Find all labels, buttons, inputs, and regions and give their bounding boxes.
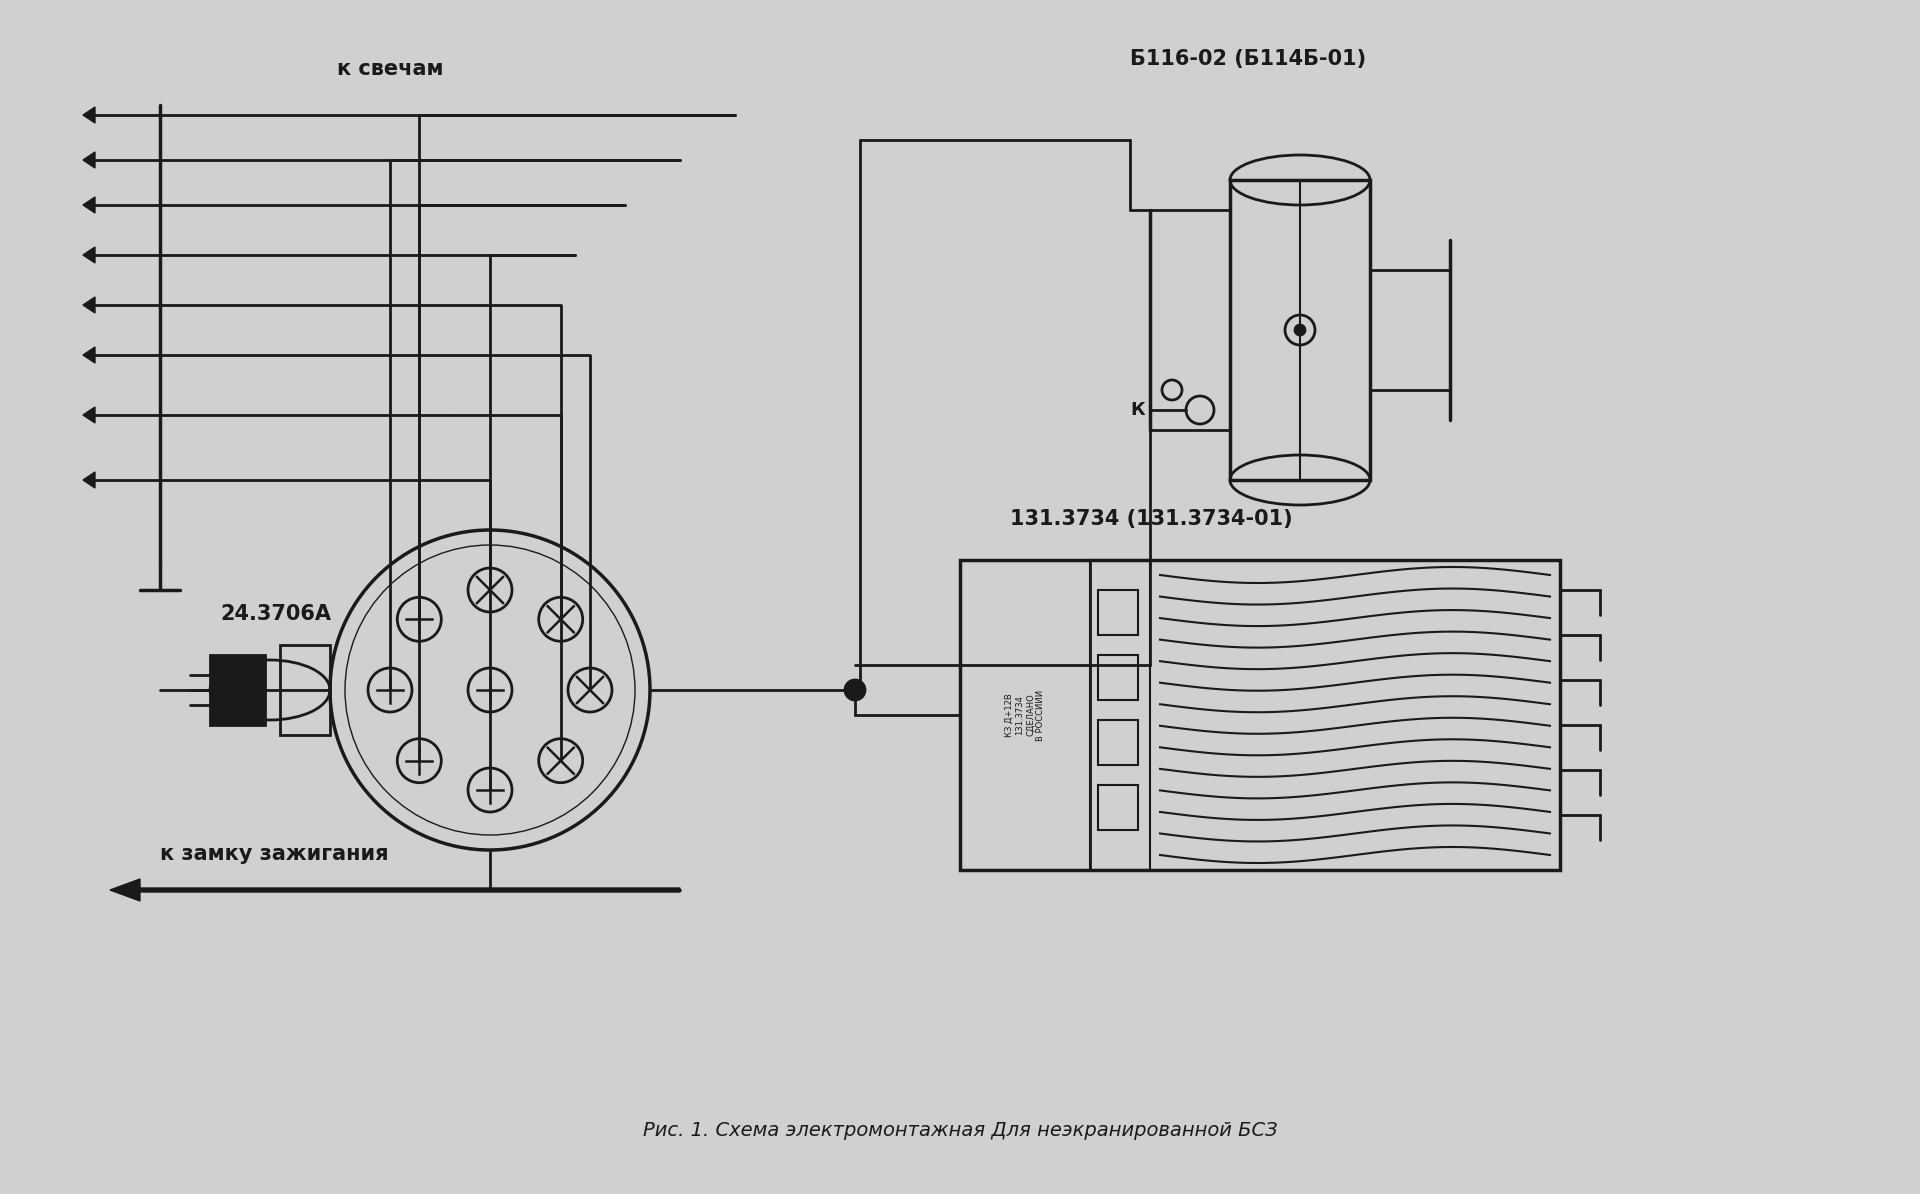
Circle shape [1294,325,1306,336]
FancyArrow shape [83,247,94,263]
Circle shape [540,597,582,641]
Bar [1098,656,1139,700]
Text: КЗ Д+12В
131.3734
СДЕЛАНО
В РОССИИИ: КЗ Д+12В 131.3734 СДЕЛАНО В РОССИИИ [1004,689,1044,740]
Bar [1231,180,1371,480]
FancyArrow shape [83,197,94,213]
Circle shape [1162,380,1183,400]
FancyArrow shape [83,407,94,423]
Bar [209,656,265,725]
Bar [280,645,330,736]
Bar [960,560,1559,870]
FancyArrow shape [83,347,94,363]
Circle shape [468,568,513,613]
FancyArrow shape [109,879,680,901]
Bar [1098,720,1139,765]
Bar [960,560,1091,870]
Circle shape [540,739,582,783]
Text: 131.3734 (131.3734-01): 131.3734 (131.3734-01) [1010,509,1292,529]
Bar [1098,784,1139,830]
Circle shape [568,667,612,712]
Text: к замку зажигания: к замку зажигания [159,844,388,864]
Circle shape [468,768,513,812]
FancyArrow shape [83,107,94,123]
FancyArrow shape [83,297,94,313]
Text: к свечам: к свечам [336,59,444,79]
Circle shape [397,597,442,641]
Circle shape [1187,396,1213,424]
Text: Б116-02 (Б114Б-01): Б116-02 (Б114Б-01) [1131,49,1367,69]
FancyArrow shape [83,472,94,488]
Text: К: К [1131,401,1144,419]
Circle shape [845,681,866,700]
Text: 24.3706А: 24.3706А [221,604,330,624]
Circle shape [468,667,513,712]
FancyArrow shape [83,152,94,168]
Circle shape [397,739,442,783]
Circle shape [1284,315,1315,345]
Bar [1098,590,1139,635]
Circle shape [369,667,413,712]
Text: Рис. 1. Схема электромонтажная Для неэкранированной БСЗ: Рис. 1. Схема электромонтажная Для неэкр… [643,1120,1277,1139]
Bar [1091,560,1150,870]
Bar [1371,270,1450,390]
